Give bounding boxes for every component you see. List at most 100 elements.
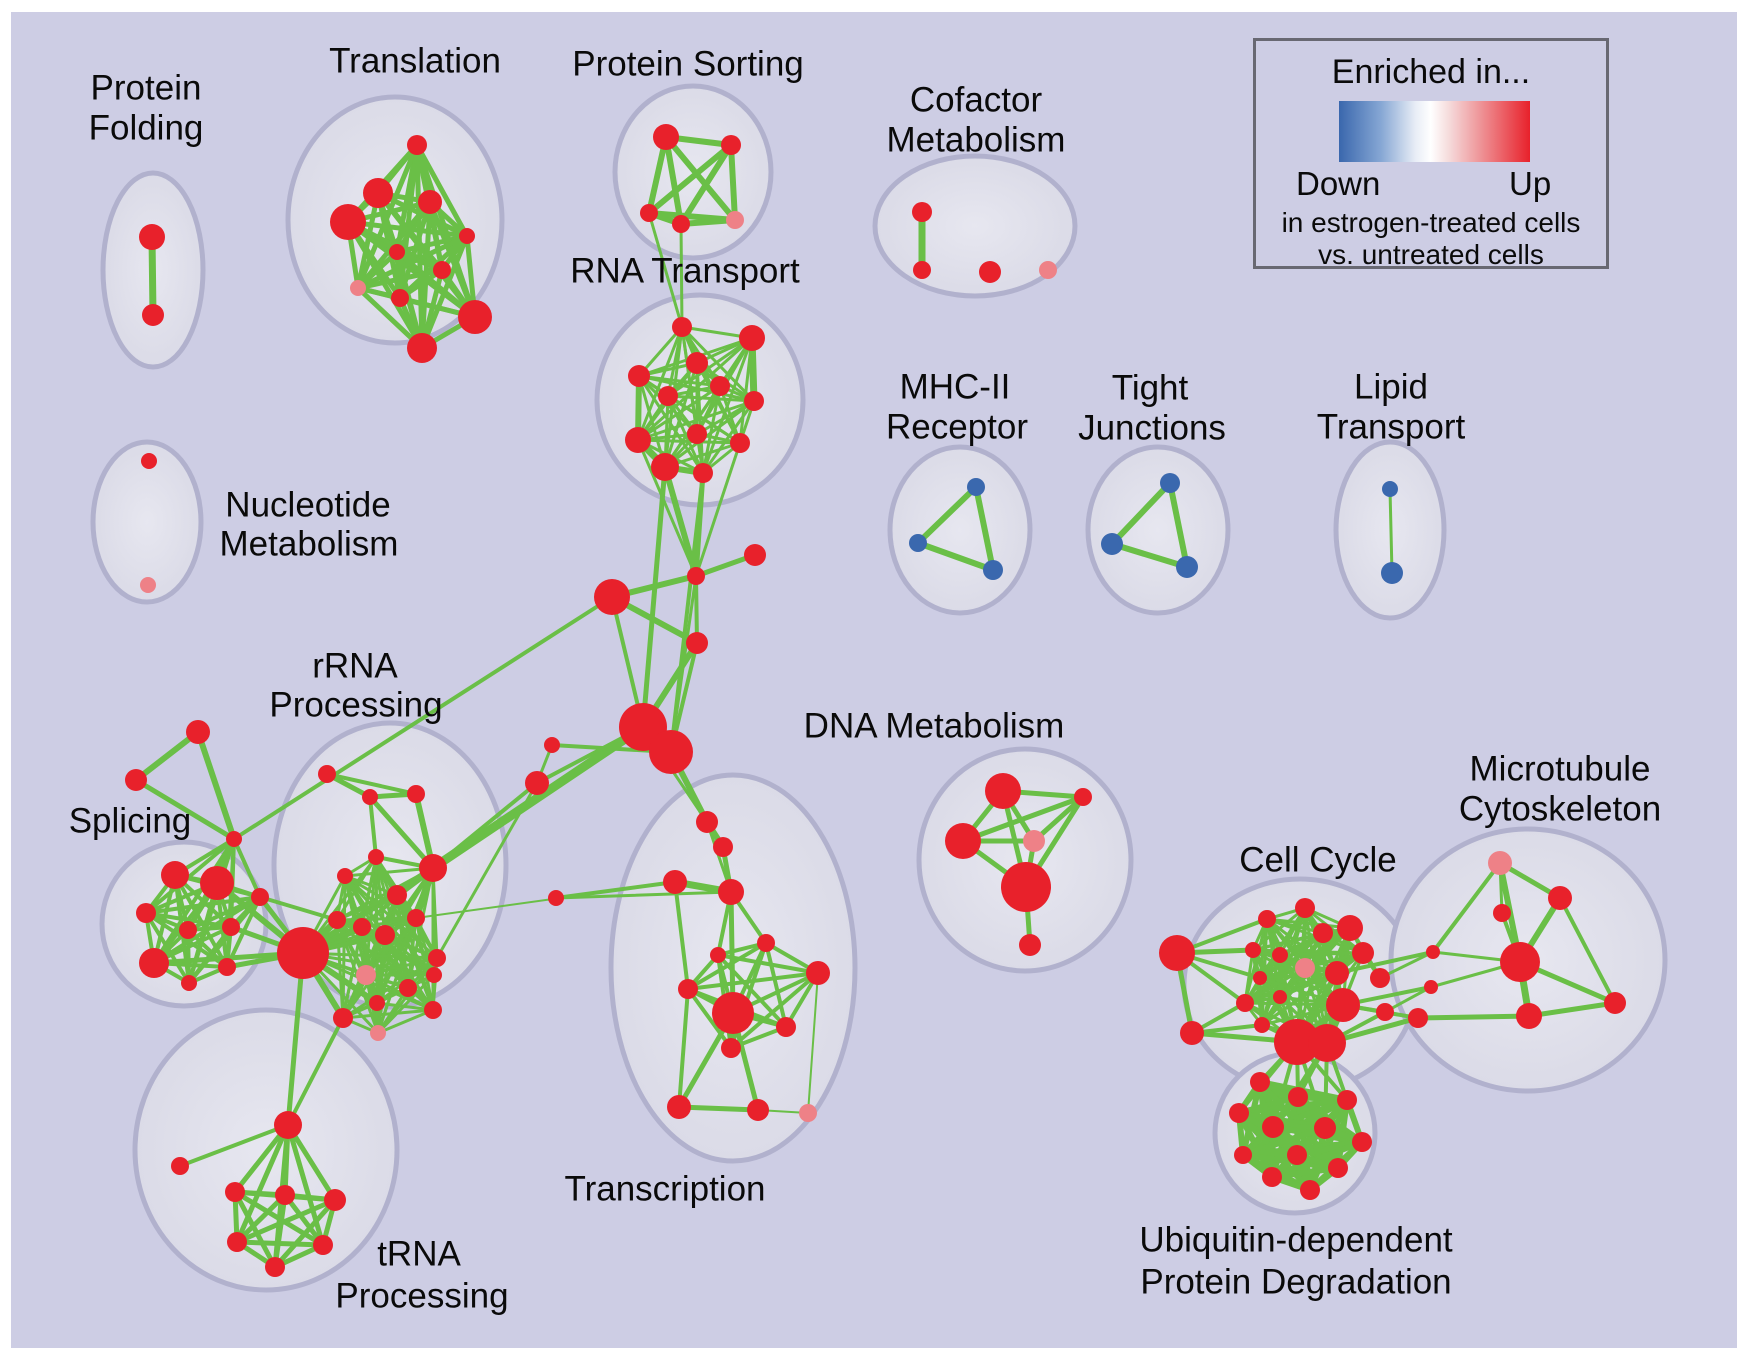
node-S8[interactable]: [222, 918, 240, 936]
node-R6[interactable]: [387, 885, 407, 905]
node-S9[interactable]: [251, 888, 269, 906]
node-RT10[interactable]: [730, 433, 750, 453]
node-TN5[interactable]: [710, 947, 726, 963]
node-TN3[interactable]: [663, 870, 687, 894]
node-T9[interactable]: [391, 289, 409, 307]
node-R15[interactable]: [399, 979, 417, 997]
node-RT1[interactable]: [672, 317, 692, 337]
node-N1[interactable]: [141, 453, 157, 469]
node-R5[interactable]: [337, 868, 353, 884]
node-R3[interactable]: [407, 785, 425, 803]
node-S3[interactable]: [226, 831, 242, 847]
node-MT5[interactable]: [1604, 992, 1626, 1014]
node-S11[interactable]: [181, 975, 197, 991]
node-RT4[interactable]: [628, 365, 650, 387]
node-D1[interactable]: [985, 773, 1021, 809]
node-CC12[interactable]: [1325, 961, 1349, 985]
node-M1[interactable]: [967, 478, 985, 496]
node-CC9[interactable]: [1253, 971, 1267, 985]
node-R11[interactable]: [375, 925, 395, 945]
node-R17[interactable]: [333, 1008, 353, 1028]
node-D2[interactable]: [1074, 788, 1092, 806]
node-R19[interactable]: [370, 1025, 386, 1041]
node-R8[interactable]: [328, 911, 346, 929]
node-CC2[interactable]: [1295, 898, 1315, 918]
node-RT11[interactable]: [651, 453, 679, 481]
node-CC13[interactable]: [1326, 988, 1360, 1022]
node-CC16[interactable]: [1376, 1003, 1394, 1021]
node-TO1[interactable]: [171, 1157, 189, 1175]
node-R9[interactable]: [353, 918, 371, 936]
node-S2[interactable]: [125, 769, 147, 791]
node-CM2[interactable]: [913, 261, 931, 279]
node-R1[interactable]: [318, 765, 336, 783]
node-CH6[interactable]: [525, 771, 549, 795]
node-TN11[interactable]: [667, 1095, 691, 1119]
node-RT8[interactable]: [687, 424, 707, 444]
node-T3[interactable]: [418, 190, 442, 214]
node-CC14[interactable]: [1254, 1017, 1270, 1033]
node-PS1[interactable]: [653, 124, 679, 150]
node-MTC1[interactable]: [1426, 945, 1440, 959]
node-M3[interactable]: [983, 560, 1003, 580]
node-MT1[interactable]: [1488, 851, 1512, 875]
node-TR1[interactable]: [225, 1182, 245, 1202]
node-RB1[interactable]: [419, 854, 447, 882]
node-TN7[interactable]: [678, 979, 698, 999]
node-S5[interactable]: [200, 866, 234, 900]
node-MT3[interactable]: [1493, 904, 1511, 922]
node-U11[interactable]: [1262, 1167, 1282, 1187]
node-R16[interactable]: [369, 995, 385, 1011]
node-CM3[interactable]: [979, 261, 1001, 283]
node-U3[interactable]: [1337, 1090, 1357, 1110]
node-RT2[interactable]: [739, 325, 765, 351]
node-RT7[interactable]: [744, 391, 764, 411]
node-RT6[interactable]: [658, 386, 678, 406]
node-R18[interactable]: [424, 1001, 442, 1019]
node-CC1[interactable]: [1258, 910, 1276, 928]
node-TR5[interactable]: [313, 1235, 333, 1255]
node-RT12[interactable]: [693, 463, 713, 483]
node-CC8[interactable]: [1272, 947, 1288, 963]
node-TNL[interactable]: [548, 890, 564, 906]
node-R4[interactable]: [368, 849, 384, 865]
node-TN10[interactable]: [721, 1038, 741, 1058]
node-CM4[interactable]: [1039, 261, 1057, 279]
node-T5[interactable]: [459, 228, 475, 244]
node-T8[interactable]: [350, 280, 366, 296]
node-CC15[interactable]: [1370, 968, 1390, 988]
node-S1[interactable]: [186, 720, 210, 744]
node-RT3[interactable]: [686, 352, 708, 374]
node-TJ2[interactable]: [1101, 533, 1123, 555]
node-CH1[interactable]: [687, 567, 705, 585]
node-U5[interactable]: [1262, 1116, 1284, 1138]
node-U10[interactable]: [1328, 1158, 1348, 1178]
node-U9[interactable]: [1287, 1145, 1307, 1165]
node-TR6[interactable]: [265, 1257, 285, 1277]
node-PS3[interactable]: [640, 204, 658, 222]
node-TN13[interactable]: [799, 1104, 817, 1122]
node-TJ3[interactable]: [1176, 556, 1198, 578]
node-TR3[interactable]: [324, 1189, 346, 1211]
node-T4[interactable]: [330, 204, 366, 240]
node-CH3[interactable]: [594, 579, 630, 615]
node-D4[interactable]: [1023, 830, 1045, 852]
node-CC6[interactable]: [1295, 958, 1315, 978]
node-U1[interactable]: [1250, 1072, 1270, 1092]
node-R14[interactable]: [426, 967, 442, 983]
node-U2[interactable]: [1288, 1087, 1308, 1107]
node-R13[interactable]: [428, 949, 446, 967]
node-TN6[interactable]: [757, 934, 775, 952]
node-T7[interactable]: [433, 261, 451, 279]
node-R10[interactable]: [407, 909, 425, 927]
node-PS5[interactable]: [726, 211, 744, 229]
node-RT5[interactable]: [710, 376, 730, 396]
node-TR4[interactable]: [227, 1232, 247, 1252]
node-TN1[interactable]: [696, 811, 718, 833]
node-MT2[interactable]: [1548, 886, 1572, 910]
node-TR2[interactable]: [275, 1185, 295, 1205]
node-TN12[interactable]: [747, 1099, 769, 1121]
node-L1[interactable]: [1382, 481, 1398, 497]
node-CCW[interactable]: [1159, 935, 1195, 971]
node-CC5[interactable]: [1352, 942, 1374, 964]
